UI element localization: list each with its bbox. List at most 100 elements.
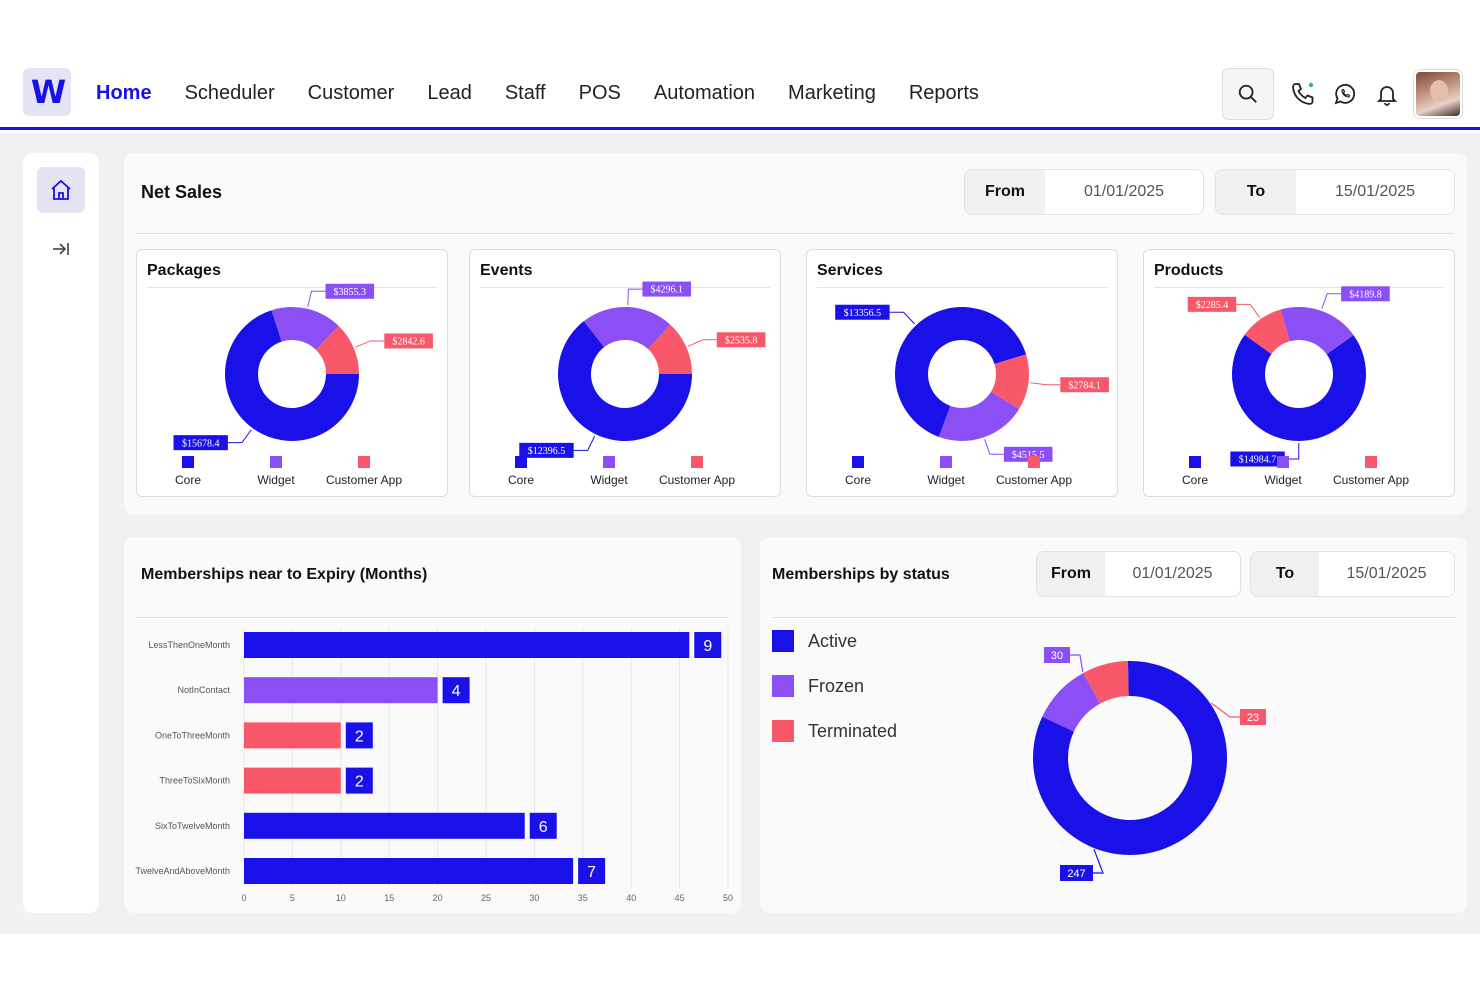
legend-swatch-widget xyxy=(940,456,952,468)
data-label-box xyxy=(1230,451,1285,467)
whatsapp-icon xyxy=(1334,83,1356,105)
data-label: $2535.8 xyxy=(725,335,758,346)
packages-donut-chart: $15678.4 $3855.3 $2842.6 Core Widget Customer… xyxy=(173,283,433,487)
x-tick-label: 40 xyxy=(626,893,636,903)
nav-item-home[interactable]: Home xyxy=(96,82,152,104)
y-category-label: LessThenOneMonth xyxy=(148,640,230,650)
logo-letter: W xyxy=(30,73,66,111)
bar-TwelveAndAboveMonth xyxy=(244,858,574,884)
services-donut-chart: $4515.5 $13356.5 $2784.1 Core Widget Customer… xyxy=(835,304,1109,487)
legend-item-active: Active xyxy=(772,630,857,652)
data-label-box xyxy=(716,332,766,348)
data-label: 23 xyxy=(1247,712,1259,724)
donut-segment-core xyxy=(558,321,692,441)
nav-item-pos[interactable]: POS xyxy=(578,82,621,104)
legend-swatch-customer-app xyxy=(691,456,703,468)
legend-swatch-widget xyxy=(603,456,615,468)
memberships-expiry-panel: Memberships near to Expiry (Months) 0 5 10… xyxy=(124,537,741,913)
notifications-button[interactable] xyxy=(1372,79,1402,109)
divider xyxy=(772,617,1455,618)
legend-label: Customer App xyxy=(326,473,402,487)
top-navbar: W Home Scheduler Customer Lead Staff POS… xyxy=(0,60,1480,130)
status-segment-terminated xyxy=(1083,661,1129,704)
to-date-value: 15/01/2025 xyxy=(1346,565,1427,582)
bar-value-label: 2 xyxy=(355,728,364,745)
legend-swatch xyxy=(772,675,794,697)
data-label: $2285.4 xyxy=(1196,300,1229,311)
net-sales-to-date[interactable]: To 15/01/2025 xyxy=(1215,169,1455,215)
data-label-box xyxy=(642,281,692,297)
data-label: 30 xyxy=(1051,650,1063,662)
card-title: Packages xyxy=(147,262,221,279)
legend-label: Core xyxy=(845,473,871,487)
legend-swatch-widget xyxy=(270,456,282,468)
main-nav: Home Scheduler Customer Lead Staff POS A… xyxy=(96,82,1012,105)
data-label-box xyxy=(1187,296,1237,312)
bar-value-label: 7 xyxy=(587,864,596,881)
x-tick-label: 30 xyxy=(529,893,539,903)
search-button[interactable] xyxy=(1222,68,1274,120)
sidebar-item-home[interactable] xyxy=(37,167,85,213)
callout-line xyxy=(889,311,915,325)
card-title: Events xyxy=(480,262,533,279)
nav-item-staff[interactable]: Staff xyxy=(504,82,546,104)
legend-label: Widget xyxy=(590,473,628,487)
net-sales-panel: Net Sales From 01/01/2025 To 15/01/2025 … xyxy=(124,153,1467,515)
legend-label: Core xyxy=(1182,473,1208,487)
status-from-date[interactable]: From 01/01/2025 xyxy=(1036,551,1241,597)
x-tick-label: 15 xyxy=(384,893,394,903)
nav-item-lead[interactable]: Lead xyxy=(427,82,472,104)
nav-item-customer[interactable]: Customer xyxy=(307,82,395,104)
bar-value-box xyxy=(578,858,606,884)
products-card: Products $14984.7 $2285.4 $4189.8 Core Widge… xyxy=(1143,249,1455,497)
app-logo[interactable]: W xyxy=(23,68,71,116)
legend-swatch xyxy=(772,630,794,652)
products-donut-chart: $14984.7 $2285.4 $4189.8 Core Widget Customer… xyxy=(1182,286,1409,487)
data-label: 247 xyxy=(1067,868,1085,880)
sidebar-expand-button[interactable] xyxy=(49,237,73,261)
callout-line xyxy=(307,290,326,307)
legend-swatch-core xyxy=(1189,456,1201,468)
donut-segment-core xyxy=(895,307,1027,437)
sidebar xyxy=(23,153,99,913)
data-label-box xyxy=(519,442,574,458)
card-title: Services xyxy=(817,262,883,279)
donut-segment-widget xyxy=(583,307,671,349)
legend-label: Terminated xyxy=(808,720,898,741)
callout-line xyxy=(227,429,252,444)
bar-OneToThreeMonth xyxy=(244,722,341,749)
donut-segment-core xyxy=(1232,334,1366,441)
legend-swatch-widget xyxy=(1277,456,1289,468)
nav-item-reports[interactable]: Reports xyxy=(908,82,979,104)
divider xyxy=(147,287,437,288)
whatsapp-button[interactable] xyxy=(1330,79,1360,109)
data-label: $14984.7 xyxy=(1239,455,1277,466)
callout-line xyxy=(1236,303,1260,318)
user-avatar[interactable] xyxy=(1414,70,1462,118)
card-title: Products xyxy=(1154,262,1224,279)
legend-label: Widget xyxy=(927,473,965,487)
x-tick-label: 0 xyxy=(241,893,246,903)
nav-item-automation[interactable]: Automation xyxy=(653,82,756,104)
legend-label: Customer App xyxy=(996,473,1072,487)
services-card: Services $4515.5 $13356.5 $2784.1 Core Widge… xyxy=(806,249,1118,497)
data-label: $4189.8 xyxy=(1349,289,1382,300)
nav-item-marketing[interactable]: Marketing xyxy=(788,82,876,104)
memberships-status-panel: Memberships by status From 01/01/2025 To… xyxy=(760,537,1467,913)
status-title: Memberships by status xyxy=(772,566,950,583)
y-category-label: TwelveAndAboveMonth xyxy=(135,866,230,876)
net-sales-from-date[interactable]: From 01/01/2025 xyxy=(964,169,1204,215)
donut-segment-customer-app xyxy=(315,326,359,374)
bar-value-label: 9 xyxy=(703,638,712,655)
nav-item-scheduler[interactable]: Scheduler xyxy=(184,82,275,104)
status-to-date[interactable]: To 15/01/2025 xyxy=(1250,551,1455,597)
callout-line xyxy=(687,339,717,347)
bar-SixToTwelveMonth xyxy=(244,812,525,839)
from-label: From xyxy=(965,170,1045,214)
data-label-box xyxy=(1003,446,1053,462)
to-label: To xyxy=(1251,552,1319,596)
phone-button[interactable] xyxy=(1288,79,1318,109)
callout-line xyxy=(1093,848,1104,874)
legend-label: Widget xyxy=(257,473,295,487)
bar-value-label: 2 xyxy=(355,774,364,791)
